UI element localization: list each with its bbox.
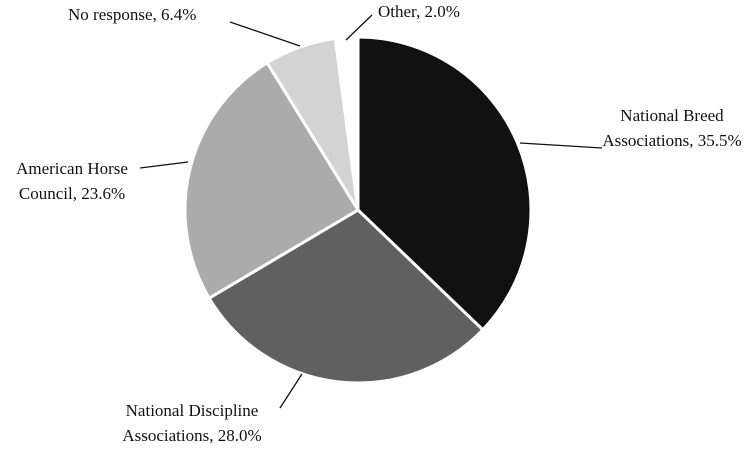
slice-label-line: No response, 6.4% — [68, 5, 196, 24]
slices — [183, 35, 533, 385]
slice-label: National Discipline Associations, 28.0% — [122, 401, 261, 445]
slice-label-line: Council, 23.6% — [19, 184, 125, 203]
labels: National Breed Associations, 35.5%Nationa… — [16, 2, 742, 445]
slice-label-line: Associations, 28.0% — [122, 426, 261, 445]
slice-label-line: Associations, 35.5% — [602, 131, 741, 150]
pie-slice — [183, 60, 361, 301]
slice-label-line: Other, 2.0% — [378, 2, 460, 21]
slice-label: No response, 6.4% — [68, 5, 196, 24]
pie-slice — [356, 35, 533, 332]
slice-label-line: National Discipline — [126, 401, 259, 420]
leader-line — [345, 14, 373, 41]
leader-line — [279, 373, 303, 409]
slice-label: American Horse Council, 23.6% — [16, 159, 128, 203]
slice-label: Other, 2.0% — [378, 2, 460, 21]
pie-slice — [333, 35, 360, 211]
leader-line — [139, 161, 189, 169]
slice-label: National Breed Associations, 35.5% — [602, 106, 741, 150]
slice-label-line: American Horse — [16, 159, 128, 178]
slice-label-line: National Breed — [620, 106, 724, 125]
pie-slice — [207, 208, 485, 385]
leader-line — [519, 142, 603, 149]
leader-line — [229, 21, 301, 47]
